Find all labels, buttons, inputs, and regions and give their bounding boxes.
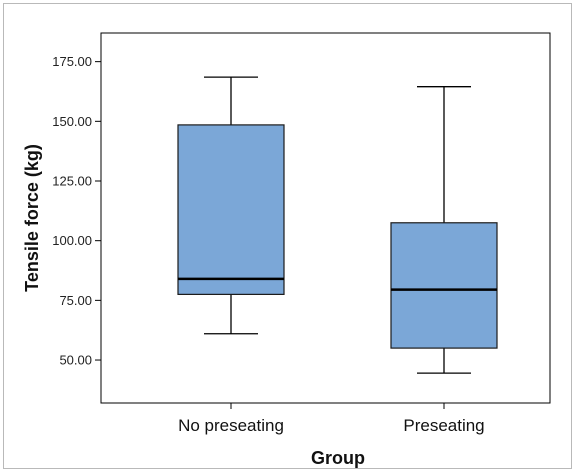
y-tick-label: 100.00 [52, 233, 92, 248]
x-axis-title: Group [311, 448, 365, 468]
y-tick-label: 175.00 [52, 54, 92, 69]
chart-frame [3, 3, 572, 469]
x-category-label: No preseating [178, 416, 284, 435]
x-axis: No preseating Preseating [178, 403, 485, 435]
y-axis-title: Tensile force (kg) [22, 144, 42, 292]
y-tick-label: 125.00 [52, 174, 92, 189]
x-category-label: Preseating [403, 416, 484, 435]
y-axis: 50.00 75.00 100.00 125.00 150.00 175.00 [52, 54, 101, 368]
iqr-box [177, 124, 285, 295]
box-preseating [390, 86, 498, 374]
y-tick-label: 50.00 [59, 353, 92, 368]
box-no-preseating [177, 76, 285, 335]
iqr-box [390, 222, 498, 349]
y-tick-label: 150.00 [52, 114, 92, 129]
y-tick-label: 75.00 [59, 293, 92, 308]
boxes [177, 76, 498, 374]
